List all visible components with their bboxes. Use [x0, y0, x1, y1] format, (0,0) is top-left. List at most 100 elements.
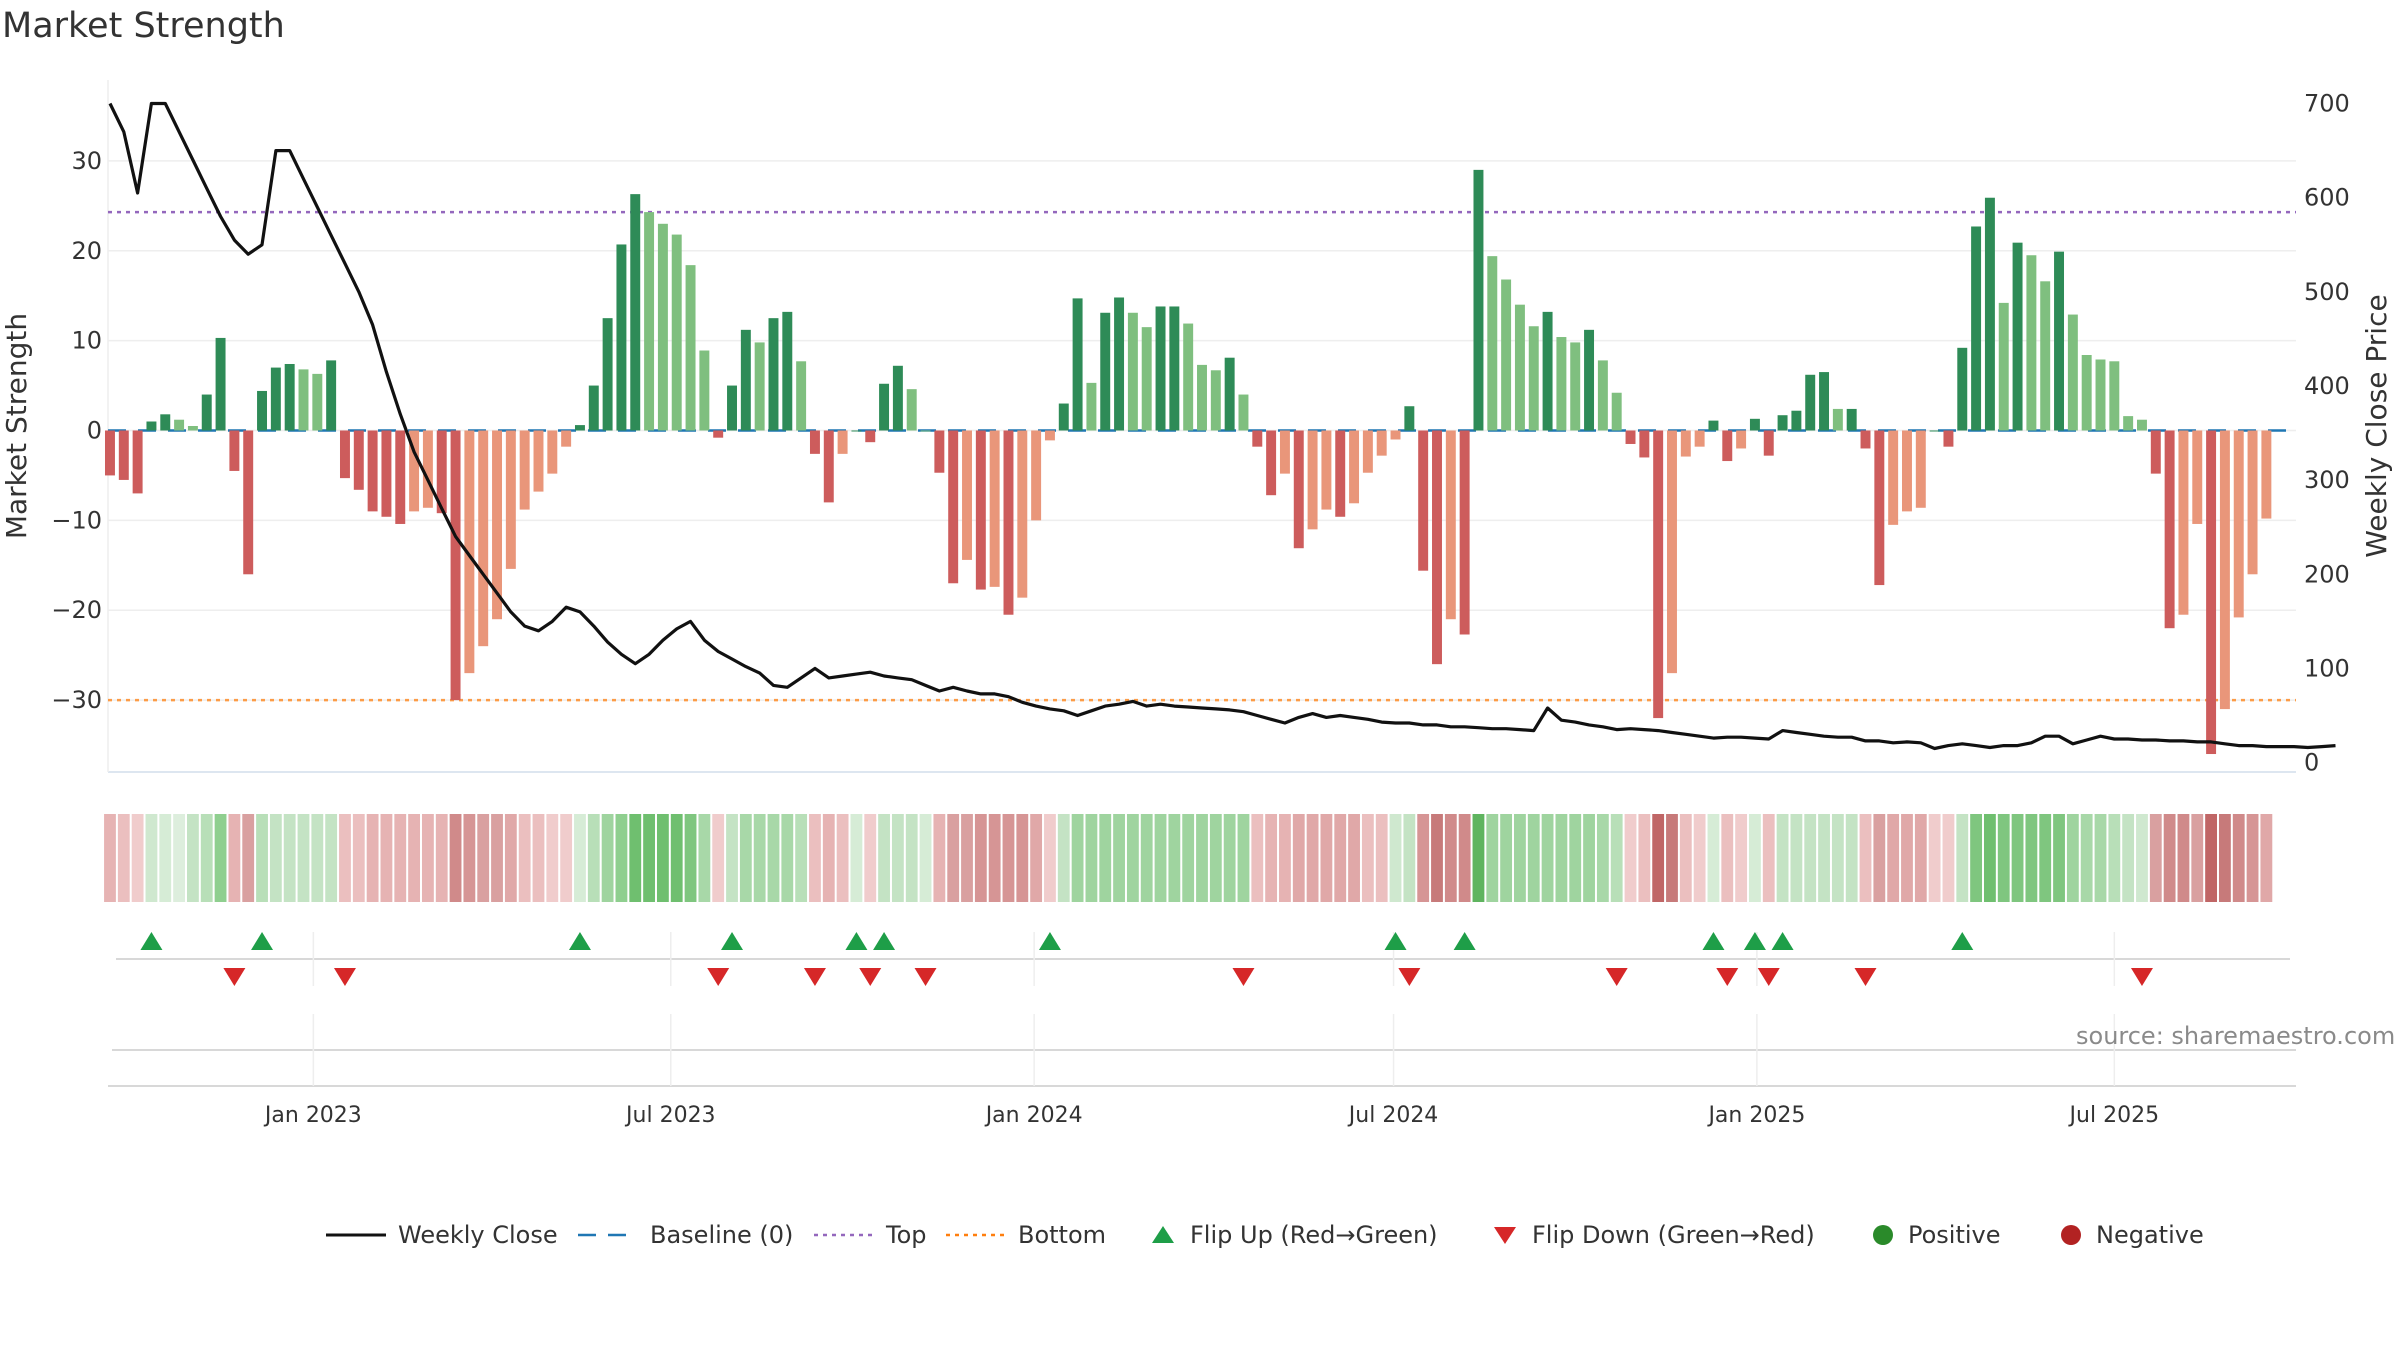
regime-cell [518, 814, 531, 902]
y2-tick-label: 400 [2304, 372, 2350, 400]
regime-cell [684, 814, 697, 902]
strength-bar [1335, 430, 1346, 517]
regime-cell [1624, 814, 1637, 902]
strength-bar [602, 318, 613, 431]
regime-cell [394, 814, 407, 902]
x-axis: Jan 2023 Jul 2023 Jan 2024 Jul 2024 Jan 2025… [108, 1014, 2296, 1128]
strength-bar [132, 430, 143, 494]
strength-bar [2123, 416, 2134, 431]
strength-bar [1874, 430, 1885, 586]
legend-swatch [326, 1233, 386, 1237]
strength-bar [339, 430, 350, 479]
strength-bar [962, 430, 972, 560]
regime-cell [1638, 814, 1651, 902]
regime-cell [463, 814, 476, 902]
strength-bar [298, 369, 309, 431]
strength-bar [1210, 370, 1221, 431]
source-credit: source: sharemaestro.com [2076, 1022, 2396, 1050]
regime-cell [822, 814, 835, 902]
regime-cell [449, 814, 462, 902]
regime-cell [1292, 814, 1305, 902]
strength-bar [1307, 430, 1318, 530]
flip-down-marker [1232, 968, 1255, 986]
x-tick-label: Jul 2023 [624, 1103, 716, 1128]
strength-bar [2026, 255, 2037, 431]
strength-bar [229, 430, 240, 471]
regime-cell [1168, 814, 1181, 902]
regime-cell [670, 814, 683, 902]
regime-cell [131, 814, 144, 902]
regime-cell [1596, 814, 1609, 902]
strength-bar [644, 212, 655, 431]
regime-cell [1002, 814, 1015, 902]
regime-cell [1818, 814, 1830, 902]
regime-cell [1762, 814, 1775, 902]
regime-cell [712, 814, 725, 902]
legend-item-baseline: Baseline (0) [578, 1218, 793, 1252]
flip-up-marker [1951, 932, 1974, 950]
regime-cell [2080, 814, 2093, 902]
y-tick-label: 10 [71, 327, 102, 355]
regime-cell [1735, 814, 1748, 902]
legend-item-close: Weekly Close [326, 1218, 558, 1252]
strength-bar [1888, 430, 1899, 525]
strength-bar [436, 430, 447, 514]
strength-bar [823, 430, 834, 503]
strength-bar [1252, 430, 1263, 447]
regime-cell [1721, 814, 1734, 902]
strength-bar [1528, 326, 1539, 431]
strength-bar [1694, 430, 1705, 447]
flip-down-marker [1716, 968, 1739, 986]
y2-tick-label: 300 [2304, 466, 2350, 494]
strength-bar [1791, 410, 1802, 431]
strength-bar [1266, 430, 1277, 496]
strength-bar [1031, 430, 1042, 521]
regime-cell [1942, 814, 1955, 902]
regime-cell [1569, 814, 1582, 902]
regime-cell [795, 814, 808, 902]
regime-cell [1901, 814, 1913, 902]
strength-bar [1929, 430, 1940, 432]
legend-item-top: Top [814, 1218, 927, 1252]
y2-tick-label: 100 [2304, 654, 2350, 682]
strength-bar [574, 425, 585, 431]
regime-cell [643, 814, 655, 902]
strength-bar [851, 430, 862, 432]
strength-bar [1708, 420, 1719, 431]
regime-cell [739, 814, 752, 902]
regime-cell [1085, 814, 1098, 902]
regime-cell [339, 814, 351, 902]
regime-cell [1334, 814, 1347, 902]
regime-cell [1209, 814, 1222, 902]
strength-bar [865, 430, 876, 443]
regime-cell [905, 814, 918, 902]
regime-cell [325, 814, 338, 902]
legend-swatch [814, 1233, 874, 1237]
strength-bar [920, 430, 931, 432]
regime-cell [408, 814, 420, 902]
strength-bar [892, 365, 903, 431]
regime-cell [256, 814, 268, 902]
regime-cell [2094, 814, 2107, 902]
regime-cell [1749, 814, 1761, 902]
regime-cell [1583, 814, 1595, 902]
regime-cell [1417, 814, 1430, 902]
legend-item-positive: Positive [1870, 1218, 2001, 1252]
strength-bar [1390, 430, 1401, 440]
regime-cell [1776, 814, 1789, 902]
regime-cell [145, 814, 158, 902]
regime-cell [1693, 814, 1706, 902]
strength-bar [1860, 430, 1871, 449]
regime-cell [242, 814, 255, 902]
strength-bar [1819, 372, 1830, 431]
regime-cell [1320, 814, 1333, 902]
legend-swatch [1494, 1227, 1516, 1244]
strength-bar [505, 430, 516, 569]
strength-bar [2261, 430, 2272, 519]
legend-label: Baseline (0) [650, 1221, 794, 1249]
strength-bar [1957, 347, 1968, 431]
strength-bar [1597, 360, 1608, 431]
regime-cell [532, 814, 545, 902]
strength-bar [685, 265, 696, 431]
flip-up-marker [1453, 932, 1476, 950]
